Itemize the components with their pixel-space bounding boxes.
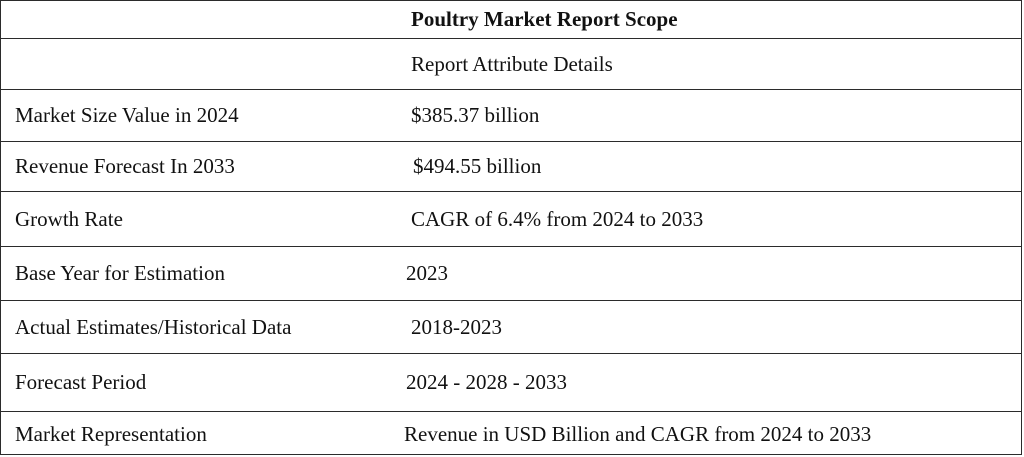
details-cell: 2024 - 2028 - 2033 (406, 370, 567, 394)
details-cell: $385.37 billion (411, 103, 540, 127)
details-cell: $494.55 billion (413, 154, 542, 178)
table-row: Growth Rate CAGR of 6.4% from 2024 to 20… (1, 192, 1021, 247)
attribute-cell: Market Representation (15, 421, 207, 446)
attribute-cell: Revenue Forecast In 2033 (15, 154, 235, 178)
details-cell: 2023 (406, 261, 448, 285)
table-row: Forecast Period 2024 - 2028 - 2033 (1, 354, 1021, 412)
details-cell: 2018-2023 (411, 314, 502, 339)
table-row: Actual Estimates/Historical Data 2018-20… (1, 301, 1021, 354)
details-cell: Revenue in USD Billion and CAGR from 202… (404, 421, 872, 446)
attribute-cell: Market Size Value in 2024 (15, 103, 239, 127)
table-row: Market Size Value in 2024 $385.37 billio… (1, 90, 1021, 142)
attribute-cell: Actual Estimates/Historical Data (15, 314, 292, 339)
table-title-row: Poultry Market Report Scope (1, 1, 1021, 39)
table-row: Base Year for Estimation 2023 (1, 247, 1021, 301)
details-cell: CAGR of 6.4% from 2024 to 2033 (411, 206, 704, 231)
table-row: Revenue Forecast In 2033 $494.55 billion (1, 142, 1021, 192)
table-row: Market Representation Revenue in USD Bil… (1, 412, 1021, 456)
attribute-cell: Forecast Period (15, 370, 147, 394)
table-title: Poultry Market Report Scope (411, 7, 678, 31)
attribute-cell: Growth Rate (15, 206, 123, 231)
column-header-details: Report Attribute Details (411, 51, 613, 76)
table-header-row: Report Attribute Details (1, 39, 1021, 90)
attribute-cell: Base Year for Estimation (15, 261, 225, 285)
